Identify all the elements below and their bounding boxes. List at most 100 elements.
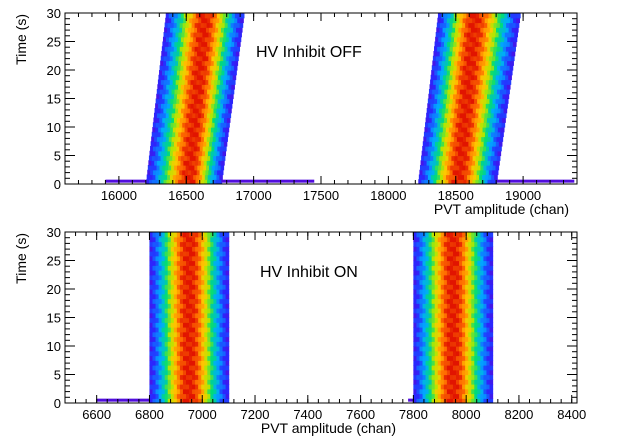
heatmap-cell <box>467 146 472 152</box>
heatmap-cell <box>467 98 472 104</box>
heatmap-cell <box>483 293 488 300</box>
heatmap-cell <box>413 379 418 385</box>
heatmap-cell <box>451 60 455 66</box>
heatmap-cell <box>222 322 227 328</box>
heatmap-cell <box>480 117 485 123</box>
heatmap-cell <box>185 122 189 128</box>
heatmap-cell <box>474 384 478 390</box>
heatmap-cell <box>459 260 463 266</box>
heatmap-cell <box>471 341 475 347</box>
heatmap-cell <box>471 331 475 338</box>
heatmap-cell <box>462 388 466 395</box>
heatmap-cell <box>198 289 202 295</box>
heatmap-cell <box>225 308 230 314</box>
heatmap-cell <box>196 79 200 85</box>
axis-ticks-bottom: 6600 6800 7000 7200 7400 7600 7800 8000 8200 8400… <box>47 225 587 422</box>
heatmap-cell <box>497 127 502 133</box>
heatmap-cell <box>461 169 466 176</box>
heatmap-cell <box>451 155 456 161</box>
heatmap-cell <box>496 46 501 52</box>
heatmap-cell <box>486 98 491 104</box>
heatmap-cell <box>189 327 193 333</box>
heatmap-cell <box>186 346 190 352</box>
heatmap-cell <box>176 22 181 28</box>
heatmap-cell <box>450 36 455 43</box>
heatmap-cell <box>431 232 436 238</box>
heatmap-cell <box>493 112 498 119</box>
heatmap-cell <box>161 360 166 366</box>
x-tick-label: 18500 <box>438 188 474 203</box>
heatmap-cell <box>424 127 429 133</box>
heatmap-cell <box>489 246 494 252</box>
heatmap-cell <box>175 79 180 85</box>
heatmap-cell <box>481 131 486 138</box>
heatmap-cell <box>222 369 227 376</box>
y-tick-label: 20 <box>47 282 61 297</box>
heatmap-cell <box>425 303 430 309</box>
heatmap-cell <box>472 17 476 24</box>
heatmap-cell <box>156 117 160 123</box>
heatmap-cell <box>198 246 202 252</box>
heatmap-cell <box>446 284 451 290</box>
heatmap-cell <box>496 89 501 95</box>
heatmap-cell <box>155 279 160 285</box>
heatmap-cell <box>468 232 472 238</box>
heatmap-cell <box>426 136 431 142</box>
heatmap-cell <box>166 103 171 109</box>
heatmap-cell <box>462 289 466 295</box>
heatmap-cell <box>168 136 173 142</box>
heatmap-cell <box>149 284 154 290</box>
heatmap-cell <box>468 70 473 76</box>
heatmap-cell <box>446 388 451 395</box>
heatmap-cell <box>458 146 463 152</box>
heatmap-cell <box>187 127 192 133</box>
heatmap-cell <box>460 13 464 19</box>
heatmap-cell <box>476 55 481 62</box>
band-bottom-1 <box>149 232 230 403</box>
heatmap-cell <box>189 41 193 47</box>
heatmap-cell <box>430 150 435 157</box>
heatmap-cell <box>434 384 439 390</box>
heatmap-cell <box>194 165 198 171</box>
heatmap-cell <box>193 103 197 109</box>
heatmap-cell <box>201 279 205 285</box>
heatmap-cell <box>442 103 447 109</box>
heatmap-cell <box>159 117 163 123</box>
heatmap-cell <box>439 27 444 33</box>
heatmap-cell <box>425 122 429 128</box>
heatmap-cell <box>221 89 226 95</box>
heatmap-cell <box>485 169 490 176</box>
heatmap-cell <box>160 131 165 138</box>
heatmap-cell <box>198 369 202 376</box>
heatmap-cell <box>174 13 179 19</box>
heatmap-cell <box>462 379 466 385</box>
heatmap-cell <box>465 331 469 338</box>
heatmap-cell <box>475 131 480 138</box>
heatmap-cell <box>168 117 172 123</box>
heatmap-cell <box>474 270 478 276</box>
heatmap-cell <box>471 317 475 323</box>
heatmap-cell <box>434 298 439 304</box>
heatmap-cell <box>450 136 455 142</box>
heatmap-cell <box>212 22 217 28</box>
heatmap-cell <box>189 365 193 371</box>
heatmap-cell <box>438 165 442 171</box>
heatmap-cell <box>472 41 476 47</box>
heatmap-cell <box>428 298 433 304</box>
heatmap-cell <box>236 46 241 52</box>
heatmap-cell <box>177 17 181 24</box>
heatmap-cell <box>152 260 157 266</box>
heatmap-cell <box>456 369 460 376</box>
heatmap-cell <box>449 346 454 352</box>
heatmap-cell <box>413 251 418 257</box>
heatmap-cell <box>206 93 211 100</box>
heatmap-cell <box>194 117 199 123</box>
heatmap-cell <box>179 279 184 285</box>
heatmap-cell <box>456 303 460 309</box>
heatmap-cell <box>489 255 494 262</box>
heatmap-cell <box>440 308 445 314</box>
heatmap-cell <box>225 265 230 271</box>
heatmap-cell <box>151 136 155 142</box>
heatmap-cell <box>489 355 494 361</box>
heatmap-cell <box>413 232 418 238</box>
